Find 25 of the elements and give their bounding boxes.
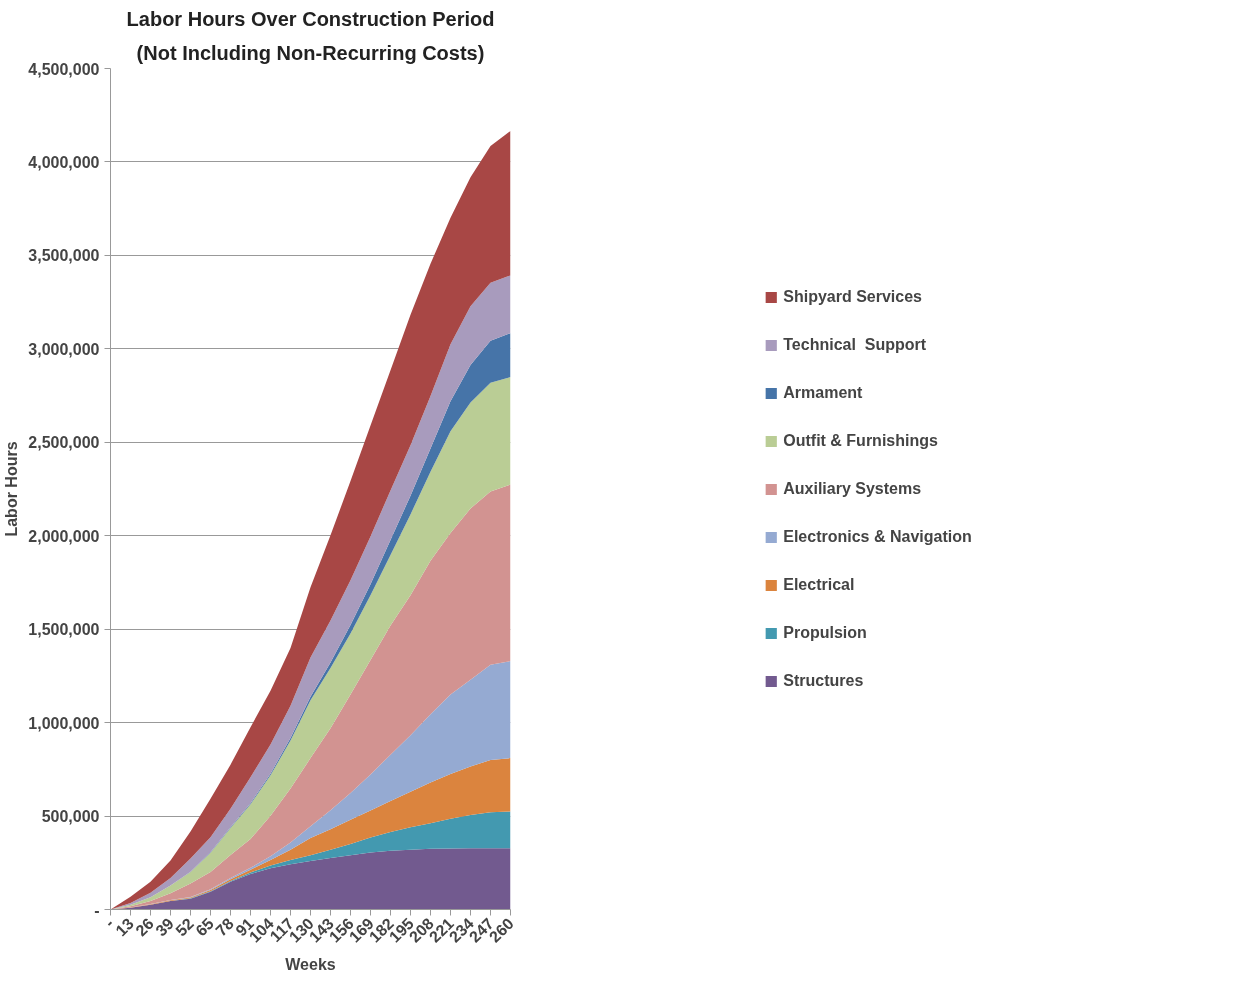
y-tick-label: 1,000,000	[28, 714, 100, 732]
y-tick-label: 500,000	[41, 808, 100, 826]
y-tick-label: 1,500,000	[28, 621, 100, 639]
legend-label: Auxiliary Systems	[783, 479, 922, 498]
y-tick-label: 2,000,000	[28, 527, 100, 545]
y-axis-title: Labor Hours	[3, 441, 21, 537]
x-tick-label: 78	[212, 914, 237, 940]
x-tick-label: 52	[172, 914, 197, 940]
y-tick-label: 4,000,000	[28, 153, 100, 171]
legend-label: Electrical	[783, 575, 855, 594]
y-tick-label: 2,500,000	[28, 434, 100, 452]
y-tick-label: 3,000,000	[28, 340, 100, 358]
legend-label: Outfit & Furnishings	[783, 431, 938, 450]
legend-label: Technical Support	[783, 335, 927, 354]
legend-label: Armament	[783, 383, 863, 402]
legend-label: Propulsion	[783, 623, 867, 642]
chart-subtitle: (Not Including Non-Recurring Costs)	[136, 41, 485, 64]
y-tick-label: 4,500,000	[28, 60, 100, 78]
x-axis-title: Weeks	[285, 955, 336, 973]
chart-title: Labor Hours Over Construction Period	[126, 7, 495, 30]
y-tick-label: -	[94, 901, 100, 919]
legend-label: Shipyard Services	[783, 287, 922, 306]
y-tick-label: 3,500,000	[28, 247, 100, 265]
legend-label: Structures	[783, 671, 864, 690]
legend-label: Electronics & Navigation	[783, 527, 972, 546]
